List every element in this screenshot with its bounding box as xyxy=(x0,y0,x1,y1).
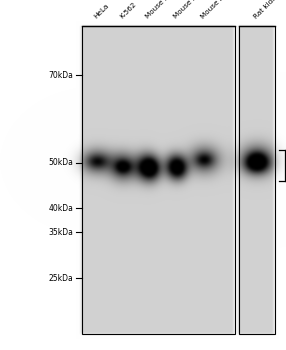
Text: 50kDa: 50kDa xyxy=(49,158,74,167)
Text: 35kDa: 35kDa xyxy=(49,228,74,237)
Text: Rat kidney: Rat kidney xyxy=(253,0,284,20)
Bar xyxy=(82,26,235,334)
Text: 70kDa: 70kDa xyxy=(49,71,74,80)
Text: Mouse kidney: Mouse kidney xyxy=(200,0,239,20)
Text: Mouse heart: Mouse heart xyxy=(172,0,208,20)
Text: K-562: K-562 xyxy=(119,1,137,20)
Text: Mouse brain: Mouse brain xyxy=(145,0,180,20)
Text: HeLa: HeLa xyxy=(93,2,110,20)
Text: 40kDa: 40kDa xyxy=(49,204,74,213)
Text: 25kDa: 25kDa xyxy=(49,274,74,283)
Bar xyxy=(239,26,275,334)
